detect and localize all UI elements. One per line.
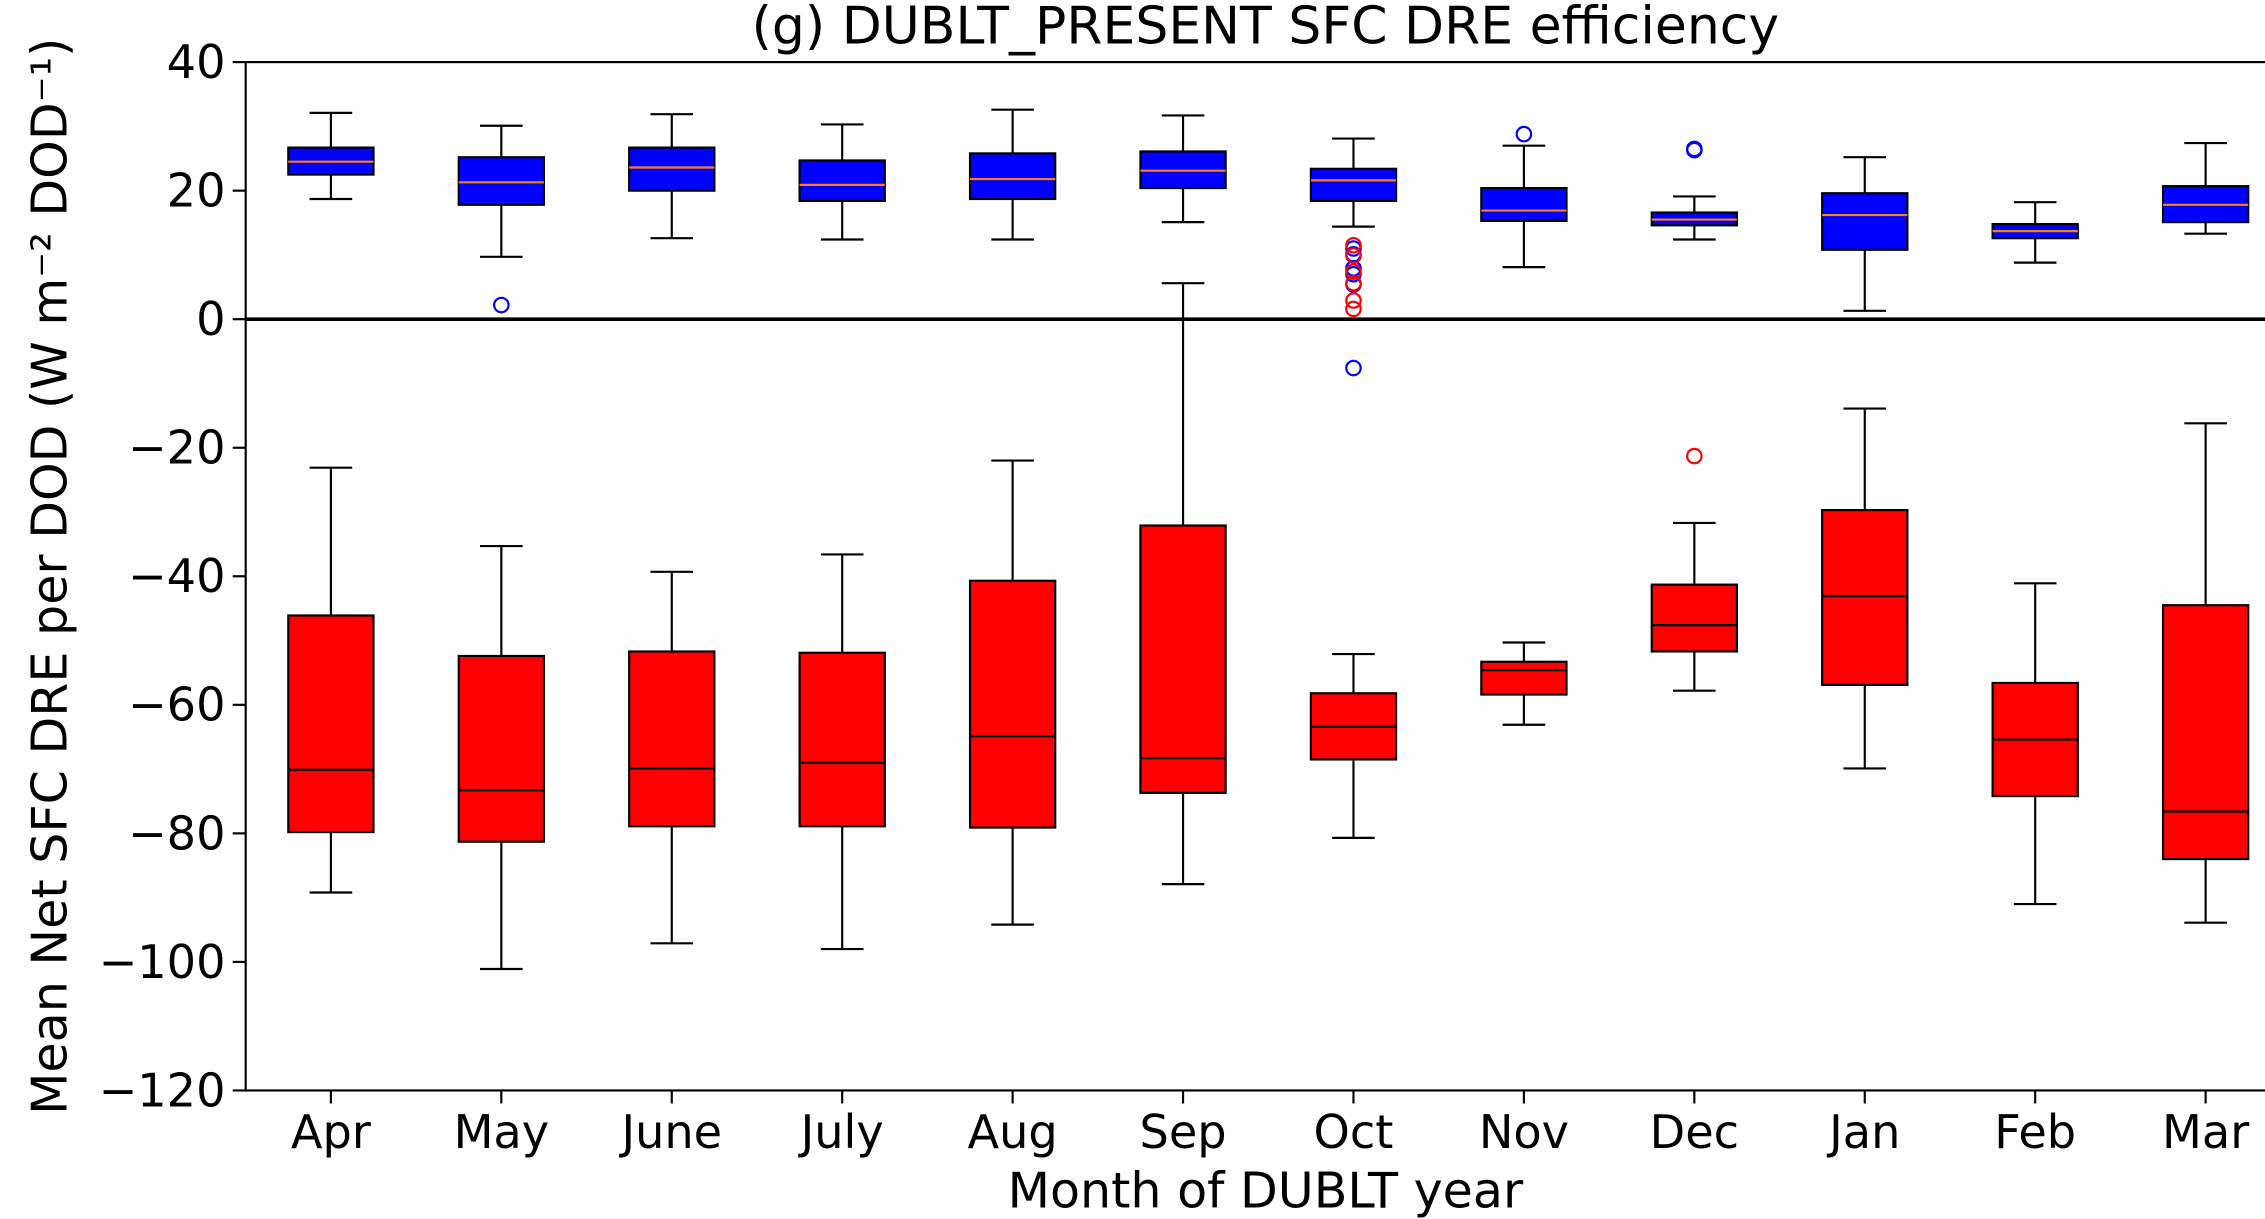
box	[1309, 167, 1398, 203]
x-tick-label: Feb	[1994, 1105, 2076, 1159]
y-tick-label: −40	[128, 549, 226, 603]
box	[457, 156, 546, 206]
flier	[1345, 300, 1362, 318]
box	[628, 146, 716, 192]
x-tick-label: Apr	[291, 1105, 371, 1159]
x-tick-label: Mar	[2162, 1105, 2249, 1159]
flier	[1345, 236, 1362, 254]
chart-title: (g) DUBLT_PRESENT SFC DRE efficiency	[752, 0, 1779, 56]
flier	[1345, 292, 1362, 309]
y-tick-label: −80	[128, 806, 226, 860]
flier	[1345, 263, 1362, 280]
y-tick-label: −20	[128, 421, 226, 475]
x-tick-label: July	[798, 1105, 884, 1159]
y-tick-label: 0	[196, 292, 225, 346]
flier	[1515, 125, 1533, 143]
box	[2161, 604, 2250, 861]
flier	[1345, 274, 1362, 292]
box	[1139, 524, 1227, 794]
box	[287, 614, 375, 834]
box	[798, 651, 886, 828]
flier	[493, 296, 510, 314]
plot-frame	[244, 61, 2265, 1092]
box	[968, 152, 1057, 201]
box	[798, 159, 886, 203]
flier	[1686, 141, 1703, 159]
x-tick-label: Jan	[1826, 1105, 1900, 1159]
box	[1821, 192, 1909, 251]
x-axis-label: Month of DUBLT year	[1008, 1161, 1524, 1219]
box	[1480, 660, 1568, 696]
box	[1480, 186, 1568, 222]
x-tick-label: Oct	[1314, 1105, 1394, 1159]
y-tick-label: −120	[99, 1063, 226, 1117]
y-tick-label: 20	[167, 164, 226, 218]
x-tick-label: Sep	[1140, 1105, 1227, 1159]
flier	[1345, 247, 1362, 264]
y-tick-label: 40	[167, 35, 226, 89]
box	[968, 579, 1057, 829]
box	[457, 654, 546, 843]
x-tick-label: Dec	[1650, 1105, 1739, 1159]
flier	[1345, 359, 1362, 377]
flier	[1686, 447, 1703, 465]
x-tick-label: May	[454, 1105, 550, 1159]
x-tick-label: Aug	[968, 1105, 1058, 1159]
box	[1650, 583, 1739, 653]
x-tick-label: June	[618, 1105, 722, 1159]
y-tick-label: −60	[128, 678, 226, 732]
y-axis-label: Mean Net SFC DRE per DOD (W m⁻² DOD⁻¹)	[21, 38, 79, 1115]
box	[1821, 508, 1909, 686]
y-tick-label: −100	[99, 935, 226, 989]
x-tick-label: Nov	[1479, 1105, 1569, 1159]
box	[628, 650, 716, 828]
